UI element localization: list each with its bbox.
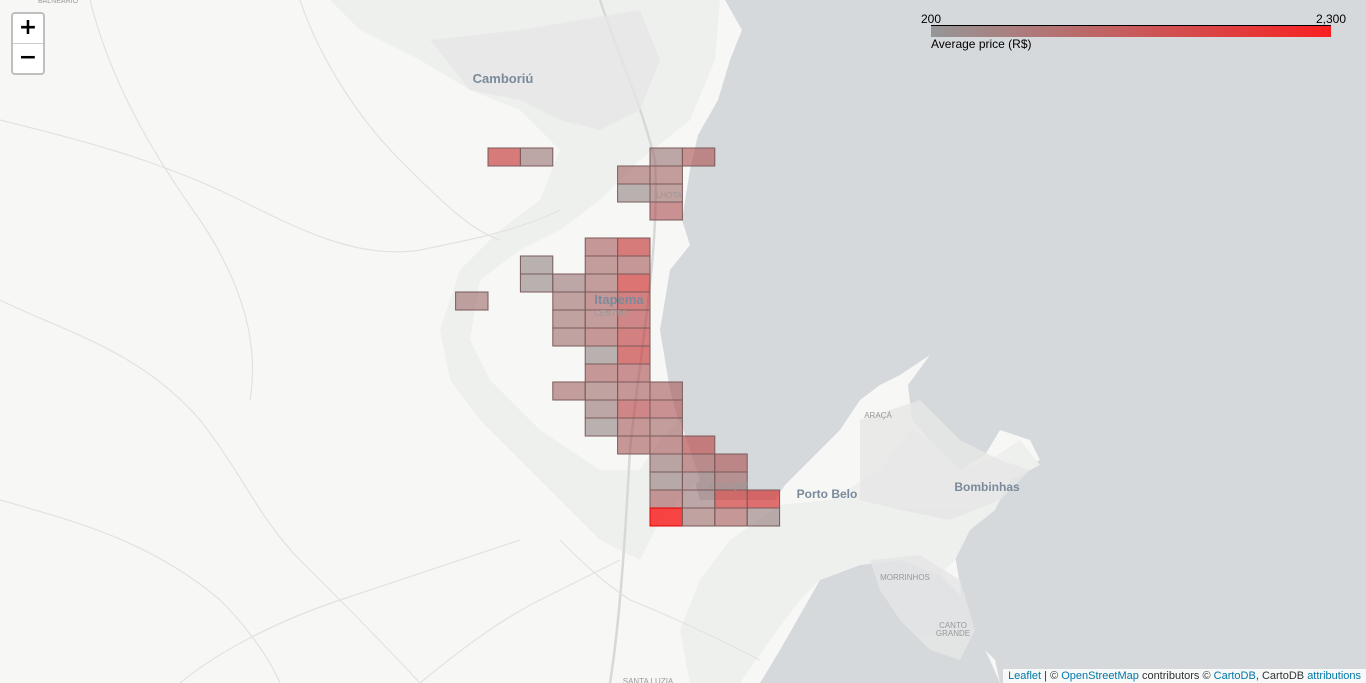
grid-cell[interactable] bbox=[519, 255, 554, 275]
grid-cell[interactable] bbox=[617, 273, 651, 293]
zoom-control: + − bbox=[11, 12, 45, 75]
grid-cell[interactable] bbox=[617, 363, 651, 383]
place-label: CENTRO bbox=[594, 309, 628, 318]
grid-cell[interactable] bbox=[584, 273, 619, 293]
grid-cell[interactable] bbox=[617, 165, 651, 185]
place-label: CANTO bbox=[939, 621, 967, 630]
grid-cell[interactable] bbox=[617, 435, 651, 455]
grid-cell[interactable] bbox=[617, 237, 651, 257]
grid-cell[interactable] bbox=[487, 147, 521, 167]
grid-cell[interactable] bbox=[584, 399, 619, 419]
place-label: ILHOTA bbox=[654, 191, 683, 200]
grid-cell[interactable] bbox=[617, 417, 651, 437]
grid-cell[interactable] bbox=[649, 417, 683, 437]
grid-cell[interactable] bbox=[714, 507, 748, 527]
place-label: BALNEARIO bbox=[38, 0, 79, 5]
grid-cell[interactable] bbox=[617, 183, 651, 203]
place-label: Bombinhas bbox=[954, 480, 1020, 494]
grid-cell[interactable] bbox=[746, 507, 781, 527]
legend-color-ramp bbox=[931, 25, 1331, 37]
cartodb-link[interactable]: CartoDB bbox=[1213, 670, 1256, 682]
map-attribution: Leaflet | © OpenStreetMap contributors ©… bbox=[1003, 669, 1366, 683]
grid-cell[interactable] bbox=[519, 273, 554, 293]
place-labels-layer: BALNEARIO Camboriú ILHOTA Itapema CENTRO ARAÇ… bbox=[38, 0, 1020, 683]
grid-cell[interactable] bbox=[649, 489, 683, 509]
grid-cell[interactable] bbox=[455, 291, 489, 311]
urban-areas bbox=[430, 10, 1030, 660]
place-label: SANTA LUZIA bbox=[623, 677, 674, 683]
zoom-in-button[interactable]: + bbox=[18, 15, 38, 40]
grid-cell[interactable] bbox=[584, 381, 619, 401]
grid-cell[interactable] bbox=[519, 147, 554, 167]
grid-cell[interactable] bbox=[681, 507, 716, 527]
grid-cell[interactable] bbox=[681, 435, 716, 455]
grid-cell[interactable] bbox=[617, 255, 651, 275]
grid-cell[interactable] bbox=[552, 309, 586, 329]
place-label: PEREQUÊ bbox=[709, 482, 748, 491]
grid-cell[interactable] bbox=[681, 147, 716, 167]
grid-cell[interactable] bbox=[584, 255, 619, 275]
legend-max-label: 2,300 bbox=[1315, 12, 1346, 26]
place-label: ARAÇÁ bbox=[864, 411, 892, 420]
grid-cell[interactable] bbox=[584, 345, 619, 365]
attributions-link[interactable]: attributions bbox=[1307, 670, 1361, 682]
attribution-text-2: contributors © bbox=[1138, 670, 1214, 682]
grid-cell[interactable] bbox=[617, 381, 651, 401]
attribution-text-1: | © bbox=[1041, 670, 1062, 682]
place-label: GRANDE bbox=[936, 629, 970, 638]
grid-cell[interactable] bbox=[649, 147, 683, 167]
grid-cell[interactable] bbox=[649, 435, 683, 455]
grid-cell[interactable] bbox=[649, 453, 683, 473]
grid-cells-layer bbox=[455, 147, 781, 527]
grid-cell[interactable] bbox=[552, 291, 586, 311]
grid-cell[interactable] bbox=[617, 345, 651, 365]
leaflet-link[interactable]: Leaflet bbox=[1008, 670, 1042, 682]
grid-cell[interactable] bbox=[617, 327, 651, 347]
grid-cell[interactable] bbox=[649, 165, 683, 185]
legend-caption: Average price (R$) bbox=[931, 37, 1032, 51]
grid-cell[interactable] bbox=[584, 363, 619, 383]
grid-cell[interactable] bbox=[552, 273, 586, 293]
grid-cell[interactable] bbox=[649, 381, 683, 401]
grid-cell[interactable] bbox=[649, 399, 683, 419]
grid-cell[interactable] bbox=[552, 327, 586, 347]
grid-cell[interactable] bbox=[746, 489, 781, 509]
grid-cell[interactable] bbox=[649, 201, 683, 221]
grid-cell[interactable] bbox=[714, 453, 748, 473]
place-label: Camboriú bbox=[473, 71, 534, 86]
place-label: Itapema bbox=[594, 292, 644, 307]
openstreetmap-link[interactable]: OpenStreetMap bbox=[1061, 670, 1139, 682]
grid-cell[interactable] bbox=[649, 471, 683, 491]
grid-cell[interactable] bbox=[552, 381, 586, 401]
grid-cell[interactable] bbox=[681, 489, 716, 509]
place-label: MORRINHOS bbox=[880, 573, 930, 582]
grid-cell[interactable] bbox=[681, 453, 716, 473]
attribution-text-3: , CartoDB bbox=[1255, 670, 1308, 682]
grid-cell[interactable] bbox=[584, 327, 619, 347]
zoom-out-button[interactable]: − bbox=[13, 43, 43, 73]
grid-cell[interactable] bbox=[649, 507, 683, 527]
legend-min-label: 200 bbox=[921, 12, 942, 26]
grid-cell[interactable] bbox=[714, 489, 748, 509]
grid-cell[interactable] bbox=[584, 417, 619, 437]
place-label: Porto Belo bbox=[797, 487, 858, 501]
price-legend: 200 2,300 Average price (R$) bbox=[921, 12, 1351, 52]
grid-cell[interactable] bbox=[584, 237, 619, 257]
grid-cell[interactable] bbox=[617, 399, 651, 419]
